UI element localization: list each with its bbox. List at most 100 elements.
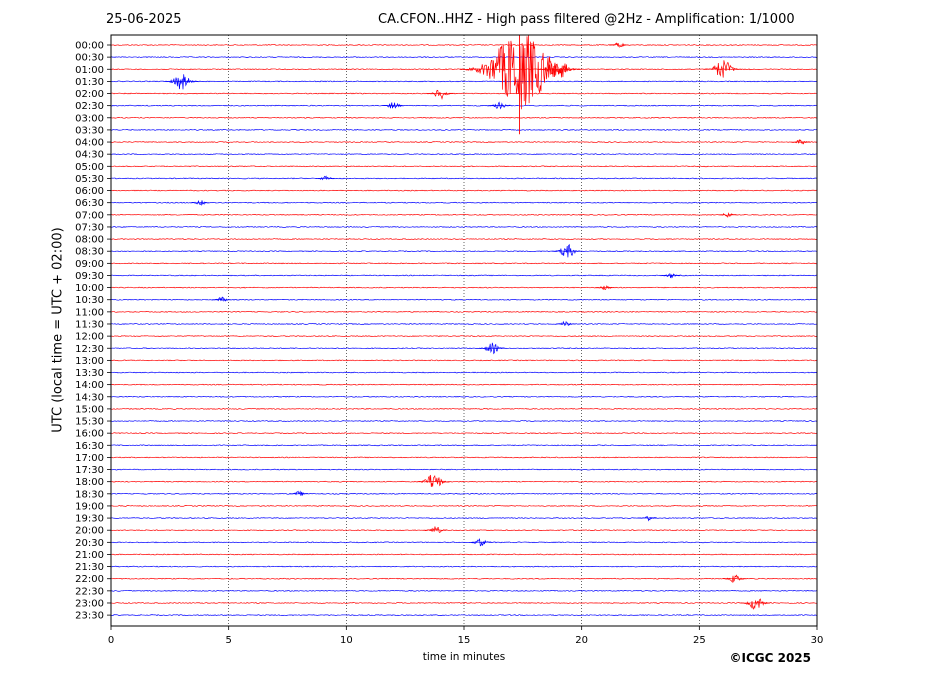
event-burst-2	[537, 62, 579, 78]
trace-00:30	[110, 56, 818, 59]
chart-date: 25-06-2025	[106, 12, 182, 27]
trace-07:00	[110, 213, 818, 216]
trace-11:00	[110, 310, 818, 313]
y-tick-label-09:00: 09:00	[75, 259, 104, 270]
trace-10:00	[110, 286, 818, 289]
event-burst-6	[381, 102, 405, 109]
y-tick-label-07:00: 07:00	[75, 210, 104, 221]
y-tick-label-00:30: 00:30	[75, 53, 104, 64]
event-burst-4	[164, 74, 199, 90]
y-tick-label-20:30: 20:30	[75, 538, 104, 549]
y-tick-label-22:00: 22:00	[75, 574, 104, 585]
y-tick-label-19:30: 19:30	[75, 514, 104, 525]
event-burst-1	[460, 35, 581, 110]
event-burst-24	[740, 598, 771, 610]
trace-00:00	[110, 44, 818, 46]
x-tick-label-30: 30	[811, 635, 824, 646]
y-tick-label-02:30: 02:30	[75, 101, 104, 112]
trace-09:00	[110, 262, 818, 265]
y-tick-label-04:00: 04:00	[75, 138, 104, 149]
event-burst-8	[790, 139, 810, 145]
x-tick-label-10: 10	[340, 635, 353, 646]
trace-04:00	[110, 141, 818, 143]
y-tick-label-15:30: 15:30	[75, 417, 104, 428]
trace-20:30	[110, 541, 818, 544]
y-tick-label-17:30: 17:30	[75, 465, 104, 476]
trace-05:30	[110, 177, 818, 180]
trace-19:30	[110, 517, 818, 519]
event-burst-11	[717, 212, 737, 218]
trace-06:00	[110, 189, 818, 192]
trace-layer	[110, 44, 818, 616]
trace-22:30	[110, 589, 818, 592]
trace-23:00	[110, 602, 818, 604]
trace-13:30	[110, 371, 818, 374]
trace-23:30	[110, 614, 818, 616]
y-tick-label-23:00: 23:00	[75, 598, 104, 609]
y-tick-label-16:00: 16:00	[75, 429, 104, 440]
grid-layer	[228, 35, 700, 626]
y-tick-label-23:30: 23:30	[75, 611, 104, 622]
trace-08:00	[110, 238, 818, 240]
y-tick-label-00:00: 00:00	[75, 41, 104, 52]
y-tick-label-05:00: 05:00	[75, 162, 104, 173]
event-burst-10	[190, 199, 210, 206]
trace-05:00	[110, 165, 818, 168]
trace-18:30	[110, 492, 818, 495]
y-tick-label-17:00: 17:00	[75, 453, 104, 464]
trace-16:00	[110, 432, 818, 435]
y-tick-label-16:30: 16:30	[75, 441, 104, 452]
trace-04:30	[110, 153, 818, 156]
event-burst-12	[552, 243, 582, 258]
y-tick-label-15:00: 15:00	[75, 404, 104, 415]
trace-12:00	[111, 335, 818, 338]
x-tick-label-25: 25	[693, 635, 706, 646]
y-tick-label-03:00: 03:00	[75, 113, 104, 124]
trace-07:30	[110, 226, 818, 228]
trace-08:30	[110, 250, 818, 253]
y-tick-label-18:00: 18:00	[75, 477, 104, 488]
trace-17:00	[110, 456, 818, 459]
event-burst-17	[478, 342, 505, 355]
x-tick-label-5: 5	[225, 635, 231, 646]
y-tick-label-21:30: 21:30	[75, 562, 104, 573]
trace-15:30	[110, 420, 818, 422]
trace-20:00	[110, 529, 818, 532]
event-burst-16	[555, 320, 575, 326]
y-tick-label-06:00: 06:00	[75, 186, 104, 197]
y-tick-label-20:00: 20:00	[75, 526, 104, 537]
x-axis-label: time in minutes	[422, 651, 506, 663]
trace-13:00	[110, 359, 818, 362]
y-tick-label-08:00: 08:00	[75, 235, 104, 246]
event-burst-18	[416, 474, 451, 487]
trace-06:30	[110, 201, 818, 204]
copyright-label: ©ICGC 2025	[729, 651, 811, 665]
y-tick-label-13:00: 13:00	[75, 356, 104, 367]
y-tick-label-08:30: 08:30	[75, 247, 104, 258]
event-burst-9	[315, 175, 335, 181]
trace-19:00	[110, 505, 818, 507]
trace-11:30	[110, 323, 818, 325]
event-layer	[164, 35, 810, 610]
event-burst-3	[703, 60, 742, 78]
y-tick-label-02:00: 02:00	[75, 89, 104, 100]
y-tick-label-01:30: 01:30	[75, 77, 104, 88]
trace-22:00	[110, 577, 818, 580]
y-tick-label-22:30: 22:30	[75, 586, 104, 597]
event-burst-7	[487, 101, 511, 110]
y-tick-label-10:00: 10:00	[75, 283, 104, 294]
trace-01:30	[110, 80, 818, 83]
trace-21:30	[110, 565, 818, 568]
trace-03:30	[110, 129, 818, 131]
y-tick-label-18:30: 18:30	[75, 489, 104, 500]
y-tick-label-04:30: 04:30	[75, 150, 104, 161]
event-burst-22	[468, 538, 492, 547]
event-burst-14	[595, 285, 615, 291]
event-burst-20	[637, 515, 657, 522]
trace-21:00	[110, 553, 818, 556]
y-tick-label-07:30: 07:30	[75, 222, 104, 233]
trace-02:00	[110, 92, 818, 95]
x-tick-label-15: 15	[458, 635, 471, 646]
y-tick-label-11:00: 11:00	[75, 307, 104, 318]
